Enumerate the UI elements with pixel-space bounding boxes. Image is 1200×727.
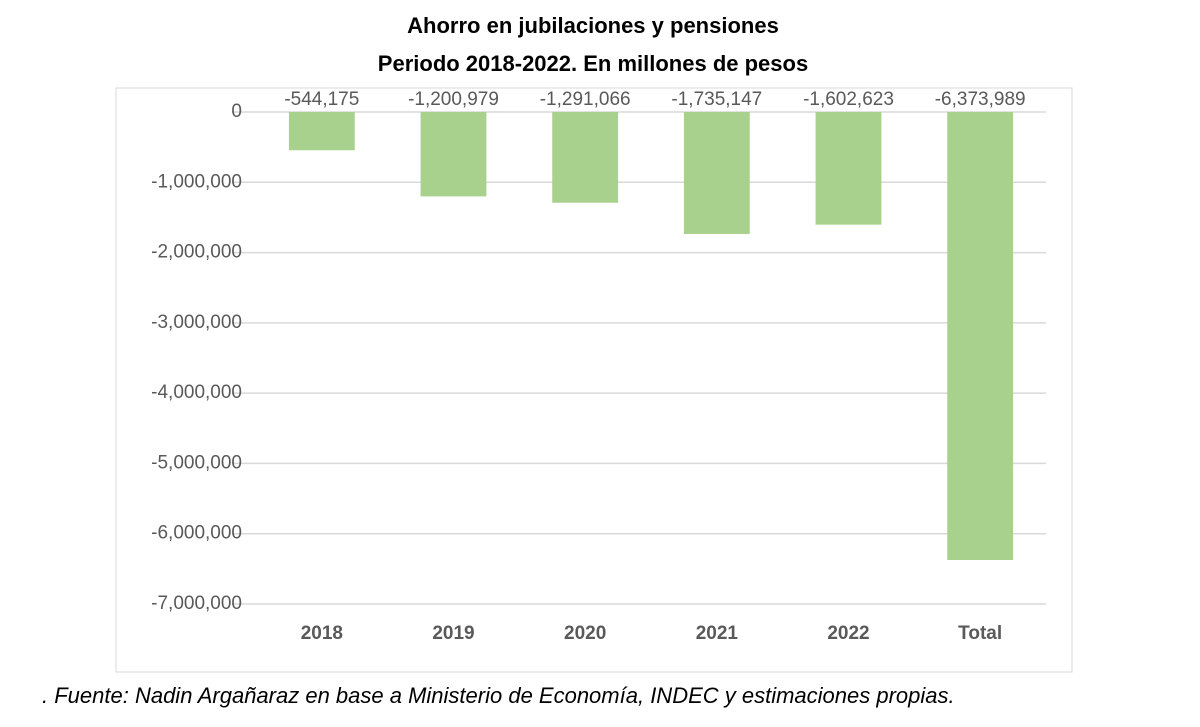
value-label: -1,602,623 <box>803 89 894 110</box>
x-tick-label: 2018 <box>301 623 343 644</box>
bar <box>288 112 355 151</box>
bar <box>947 112 1014 561</box>
y-tick-label: -3,000,000 <box>151 312 242 333</box>
bar <box>552 112 619 203</box>
y-tick-label: -6,000,000 <box>151 523 242 544</box>
bar <box>815 112 882 225</box>
x-tick-label: Total <box>958 623 1002 644</box>
value-label: -1,735,147 <box>671 89 762 110</box>
y-tick-label: -4,000,000 <box>151 382 242 403</box>
x-tick-label: 2019 <box>432 623 474 644</box>
bar <box>420 112 487 197</box>
value-label: -544,175 <box>284 89 359 110</box>
chart-subtitle: Periodo 2018-2022. En millones de pesos <box>378 51 808 76</box>
y-tick-label: -5,000,000 <box>151 452 242 473</box>
chart-title: Ahorro en jubilaciones y pensiones <box>407 13 779 38</box>
y-tick-label: 0 <box>231 101 242 122</box>
value-label: -6,373,989 <box>935 89 1026 110</box>
x-tick-label: 2022 <box>827 623 869 644</box>
source-note: . Fuente: Nadin Argañaraz en base a Mini… <box>42 683 955 708</box>
bar <box>683 112 750 234</box>
chart-frame <box>115 87 1073 673</box>
value-label: -1,291,066 <box>540 89 631 110</box>
y-tick-label: -1,000,000 <box>151 171 242 192</box>
x-tick-label: 2020 <box>564 623 606 644</box>
x-tick-label: 2021 <box>696 623 739 644</box>
y-tick-label: -2,000,000 <box>151 242 242 263</box>
value-label: -1,200,979 <box>408 89 499 110</box>
y-tick-label: -7,000,000 <box>151 593 242 614</box>
